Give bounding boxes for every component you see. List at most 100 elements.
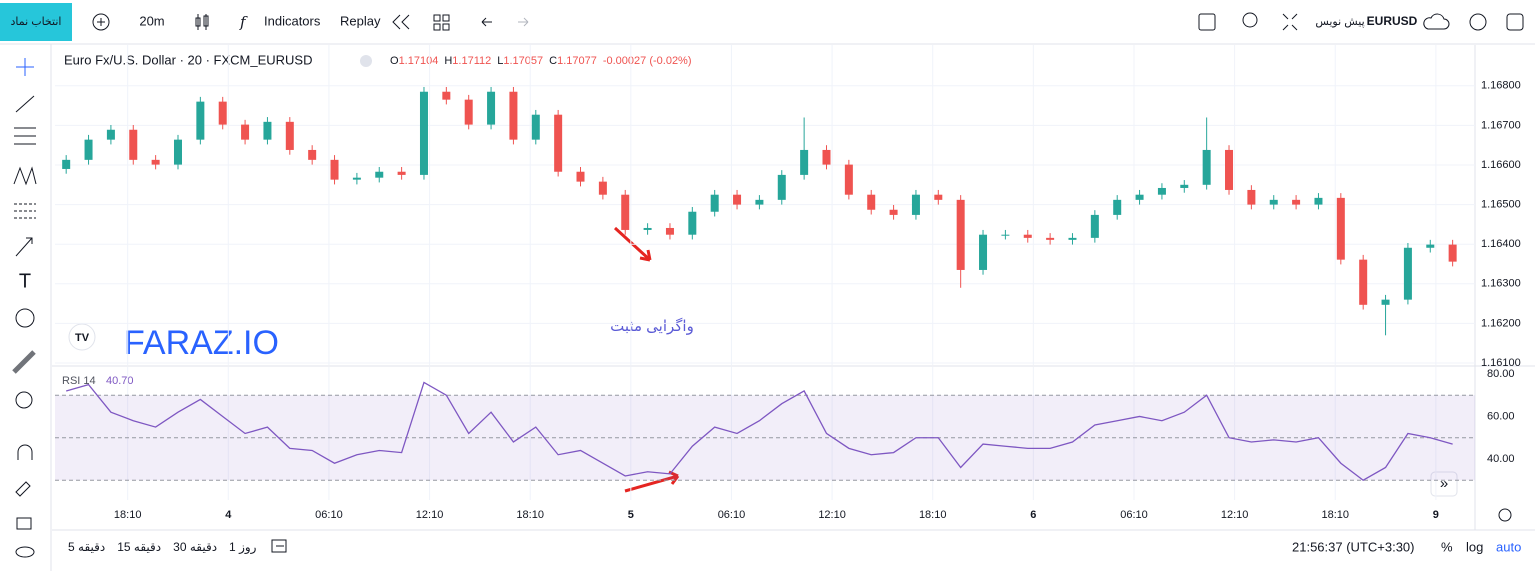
interval[interactable]: 20m xyxy=(139,13,164,28)
range-button[interactable]: 30 دقیقه xyxy=(173,540,217,554)
range-button[interactable]: 5 دقیقه xyxy=(68,540,105,554)
candle-body xyxy=(487,91,496,125)
ohlc-value: 1.17104 xyxy=(399,55,439,67)
top-toolbar xyxy=(0,0,1535,44)
zoom-tool[interactable] xyxy=(15,391,33,409)
candle-body xyxy=(464,99,473,125)
crosshair-tool[interactable] xyxy=(16,58,34,76)
percent-toggle[interactable]: % xyxy=(1441,539,1453,554)
auto-toggle[interactable]: auto xyxy=(1496,539,1521,554)
candle-body xyxy=(1269,199,1278,205)
candle-body xyxy=(241,124,250,140)
candle-body xyxy=(1314,197,1323,205)
candle-body xyxy=(1135,194,1144,200)
candle-body xyxy=(733,194,742,205)
candle-body xyxy=(867,194,876,210)
ohlc-value: -0.00027 (-0.02%) xyxy=(603,55,692,67)
candle-body xyxy=(621,194,630,230)
x-tick-label: 5 xyxy=(628,509,634,521)
range-button[interactable]: 1 روز xyxy=(229,540,257,555)
text-tool[interactable]: T xyxy=(19,270,31,292)
range-button[interactable]: 15 دقیقه xyxy=(117,540,161,554)
candle-body xyxy=(800,149,809,175)
draft: پیش نویس xyxy=(1315,16,1364,28)
magnet-tool[interactable] xyxy=(17,444,33,460)
tv-logo xyxy=(68,323,96,351)
replay-icon[interactable] xyxy=(392,14,410,30)
emoji-tool[interactable] xyxy=(15,308,35,328)
y-tick-label: 1.16200 xyxy=(1481,317,1521,329)
line-tool[interactable] xyxy=(15,95,35,113)
candle-body xyxy=(419,91,428,175)
candle-body xyxy=(1448,244,1457,262)
cloud-icon[interactable] xyxy=(1423,13,1450,30)
brush-tool[interactable] xyxy=(15,237,33,257)
layout-icon[interactable] xyxy=(433,14,450,31)
log-toggle[interactable]: log xyxy=(1466,539,1483,554)
scroll-icon[interactable]: » xyxy=(1440,475,1448,492)
x-tick-label: 06:10 xyxy=(315,509,343,521)
annotation: واگرایی مثبت xyxy=(610,317,694,335)
candle-body xyxy=(777,174,786,200)
candle-body xyxy=(755,199,764,205)
chart-type-icon[interactable] xyxy=(195,14,209,30)
candle-body xyxy=(1046,237,1055,240)
x-tick-label: 06:10 xyxy=(1120,509,1148,521)
clock: 21:56:37 (UTC+3:30) xyxy=(1292,539,1414,554)
replay[interactable]: Replay xyxy=(340,13,381,28)
pattern-tool[interactable] xyxy=(13,166,37,186)
candle-body xyxy=(1359,259,1368,305)
candle-body xyxy=(665,227,674,235)
x-tick-label: 06:10 xyxy=(718,509,746,521)
fib-tool[interactable] xyxy=(14,127,36,145)
tv-logo-text: TV xyxy=(75,332,90,344)
candle-body xyxy=(1090,214,1099,238)
indicators[interactable]: Indicators xyxy=(264,13,321,28)
candle-body xyxy=(598,181,607,195)
candle-body xyxy=(934,194,943,200)
lock-draw-tool[interactable] xyxy=(15,481,31,497)
scroll-button[interactable] xyxy=(1430,471,1458,497)
candle-body xyxy=(956,199,965,270)
candle-body xyxy=(844,164,853,195)
candle-body xyxy=(1202,149,1211,185)
symbol-button[interactable] xyxy=(0,3,72,41)
candle-body xyxy=(1292,199,1301,205)
x-tick-label: 18:10 xyxy=(919,509,947,521)
redo-icon[interactable] xyxy=(518,17,529,27)
add-icon[interactable] xyxy=(92,13,110,31)
x-tick-label: 18:10 xyxy=(1321,509,1349,521)
symbol-button-text[interactable]: انتخاب نماد xyxy=(11,16,62,28)
x-tick-label: 4 xyxy=(225,509,232,521)
candle-body xyxy=(84,139,93,160)
rsi-title: RSI 14 xyxy=(62,375,96,387)
fullscreen-icon[interactable] xyxy=(1198,13,1216,31)
candle-body xyxy=(151,159,160,165)
candle-body xyxy=(576,171,585,182)
ohlc-key: O xyxy=(390,55,399,67)
x-tick-label: 6 xyxy=(1030,509,1036,521)
search-icon[interactable] xyxy=(1242,12,1258,28)
candle-body xyxy=(979,234,988,270)
candle-body xyxy=(397,171,406,175)
candle-body xyxy=(62,159,71,169)
settings-icon[interactable] xyxy=(1469,13,1487,31)
expand-icon[interactable] xyxy=(1282,13,1298,31)
candle-body xyxy=(129,129,138,160)
ruler-tool[interactable] xyxy=(12,350,36,374)
prediction-tool[interactable] xyxy=(14,203,36,219)
lock-tool[interactable] xyxy=(16,517,32,530)
eye-tool[interactable] xyxy=(15,546,35,558)
y-tick-label: 1.16500 xyxy=(1481,199,1521,211)
camera-icon[interactable] xyxy=(1506,13,1524,31)
indicators-icon[interactable]: f xyxy=(239,13,248,31)
candle-body xyxy=(1068,237,1077,240)
axis-settings[interactable] xyxy=(1498,508,1512,522)
goto-date[interactable] xyxy=(271,539,287,553)
candle-body xyxy=(218,101,227,125)
undo-icon[interactable] xyxy=(481,17,492,27)
ohlc-key: H xyxy=(444,55,452,67)
ohlc-legend: O 1.17104 H 1.17112 L 1.17057 C 1.17077 -0.00027… xyxy=(390,55,692,67)
watermark: FARAZ.IO xyxy=(124,324,279,362)
